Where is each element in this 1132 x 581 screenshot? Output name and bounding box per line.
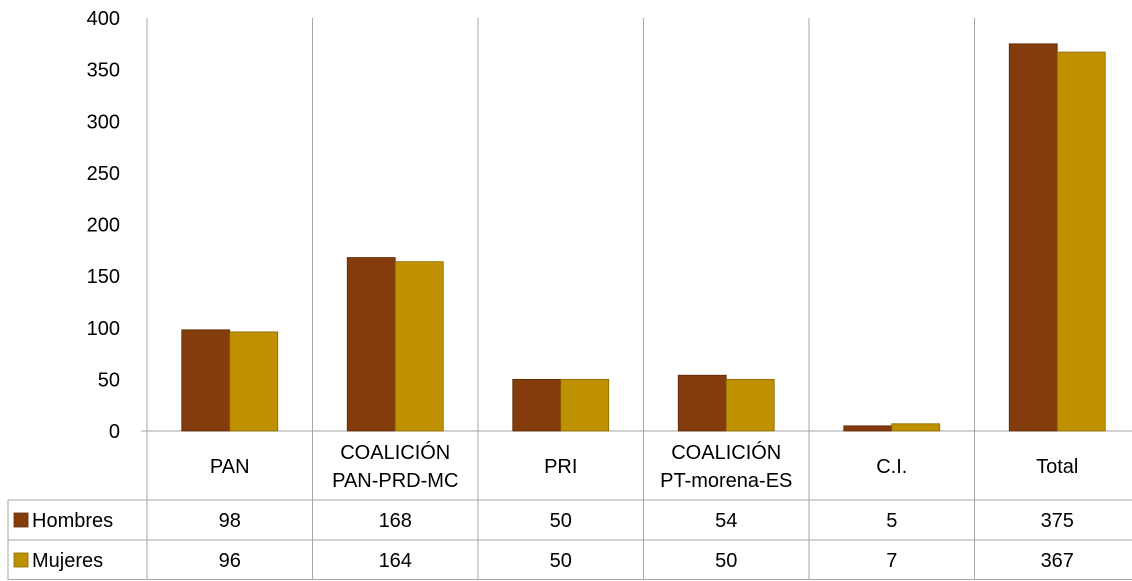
- data-table-value: 54: [715, 510, 737, 532]
- data-table-value: 164: [379, 550, 412, 572]
- y-tick-label: 350: [87, 60, 120, 82]
- bar-mujeres: [1056, 51, 1106, 432]
- bar-hombres: [843, 425, 893, 432]
- y-tick-label: 400: [87, 8, 120, 30]
- data-table-value: 50: [715, 550, 737, 572]
- legend-label-mujeres: Mujeres: [32, 550, 103, 572]
- bar-hombres: [1008, 43, 1058, 432]
- bar-mujeres: [394, 261, 444, 432]
- legend-key-mujeres: [13, 552, 29, 568]
- data-table-value: 375: [1041, 510, 1074, 532]
- legend-label-hombres: Hombres: [32, 510, 113, 532]
- bar-hombres: [181, 329, 231, 432]
- data-table-value: 7: [886, 550, 897, 572]
- category-label: COALICIÓN: [671, 441, 781, 464]
- bar-mujeres: [560, 378, 610, 432]
- y-tick-label: 200: [87, 215, 120, 237]
- bar-mujeres: [725, 378, 775, 432]
- data-table: Hombres 98 168 50 54 5 375 Mujeres 96 164 50 50 7 367: [7, 499, 1132, 580]
- category-dividers: [141, 18, 1132, 580]
- data-table-value: 168: [379, 510, 412, 532]
- category-label: PRI: [544, 456, 577, 478]
- data-table-value: 50: [550, 550, 572, 572]
- y-tick-label: 250: [87, 163, 120, 185]
- y-tick-label: 50: [98, 369, 120, 391]
- bar-mujeres: [891, 423, 941, 432]
- bar-hombres: [346, 257, 396, 432]
- bar-mujeres: [229, 331, 279, 432]
- category-label: C.I.: [876, 456, 907, 478]
- data-table-value: 50: [550, 510, 572, 532]
- data-table-value: 96: [219, 550, 241, 572]
- data-table-value: 367: [1041, 550, 1074, 572]
- y-tick-label: 300: [87, 111, 120, 133]
- y-tick-label: 100: [87, 318, 120, 340]
- category-label: COALICIÓN: [340, 441, 450, 464]
- bars: [181, 43, 1106, 432]
- bar-hombres: [677, 374, 727, 432]
- category-label: PAN-PRD-MC: [332, 470, 458, 492]
- y-tick-label: 0: [109, 421, 120, 443]
- data-table-value: 5: [886, 510, 897, 532]
- category-label: Total: [1036, 456, 1078, 478]
- data-table-value: 98: [219, 510, 241, 532]
- bar-hombres: [512, 378, 562, 432]
- y-tick-label: 150: [87, 266, 120, 288]
- y-axis-tick-labels: 0 50 100 150 200 250 300 350 400: [87, 8, 120, 443]
- category-labels: PAN COALICIÓN PAN-PRD-MC PRI COALICIÓN PT-mor…: [210, 441, 1078, 492]
- category-label: PT-morena-ES: [660, 470, 792, 492]
- category-label: PAN: [210, 456, 250, 478]
- legend-key-hombres: [13, 512, 29, 528]
